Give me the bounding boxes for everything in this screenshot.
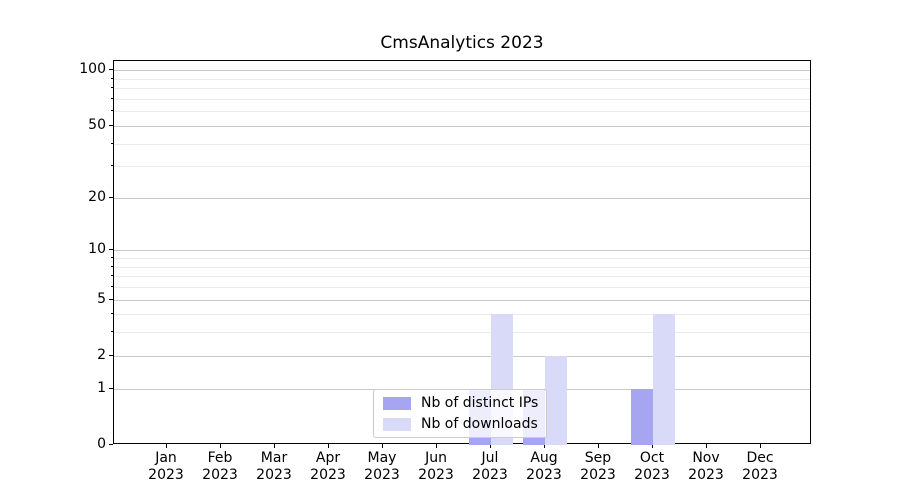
gridline-minor <box>114 111 810 113</box>
x-tick-mark <box>328 444 329 448</box>
gridline-minor <box>114 266 810 268</box>
gridline-major <box>114 299 810 301</box>
x-axis-tick-label: Jul 2023 <box>472 450 508 483</box>
x-tick-mark <box>382 444 383 448</box>
x-axis-tick-label: Oct 2023 <box>634 450 670 483</box>
gridline-major <box>114 197 810 199</box>
y-tick-mark <box>109 124 113 126</box>
y-tick-mark <box>109 298 113 300</box>
y-axis-tick-label: 5 <box>97 290 106 307</box>
x-tick-mark <box>220 444 221 448</box>
x-tick-mark <box>598 444 599 448</box>
bar-distinct-ips <box>631 388 653 445</box>
legend-swatch-distinct-ips <box>383 396 411 410</box>
y-axis-tick-label: 50 <box>88 116 106 133</box>
y-tick-mark <box>109 69 113 71</box>
bar-downloads <box>545 355 567 445</box>
x-tick-mark <box>166 444 167 448</box>
gridline-minor <box>114 98 810 100</box>
x-tick-mark <box>436 444 437 448</box>
legend-swatch-downloads <box>383 417 411 431</box>
y-axis-tick-label: 0 <box>97 436 106 452</box>
gridline-minor <box>114 276 810 278</box>
x-axis-tick-label: Apr 2023 <box>310 450 346 483</box>
y-tick-mark <box>109 196 113 198</box>
x-axis-tick-label: Dec 2023 <box>742 450 778 483</box>
x-tick-mark <box>760 444 761 448</box>
gridline-minor <box>114 258 810 259</box>
x-axis-tick-label: Mar 2023 <box>256 450 292 483</box>
x-tick-mark <box>652 444 653 448</box>
plot-area <box>113 60 811 445</box>
y-tick-mark-minor <box>111 286 113 287</box>
gridline-minor <box>114 166 810 168</box>
y-tick-mark-minor <box>111 257 113 258</box>
x-axis-tick-label: May 2023 <box>364 450 400 483</box>
gridline-minor <box>114 332 810 334</box>
x-tick-mark <box>274 444 275 448</box>
bar-layer <box>114 61 810 445</box>
y-tick-mark-minor <box>111 110 113 112</box>
legend-item: Nb of downloads <box>383 416 538 432</box>
bar-downloads <box>653 314 675 445</box>
legend-label: Nb of distinct IPs <box>421 395 539 411</box>
y-tick-mark-minor <box>111 275 113 277</box>
y-axis-tick-label: 2 <box>97 346 106 363</box>
gridline-major <box>114 355 810 357</box>
x-axis-tick-label: Jan 2023 <box>148 450 184 483</box>
chart-title: CmsAnalytics 2023 <box>380 33 544 53</box>
legend: Nb of distinct IPs Nb of downloads <box>373 389 547 438</box>
gridline-minor <box>114 143 810 145</box>
x-tick-mark <box>706 444 707 448</box>
y-axis-tick-label: 100 <box>79 61 106 78</box>
y-tick-mark-minor <box>111 313 113 315</box>
legend-label: Nb of downloads <box>421 416 538 432</box>
y-tick-mark <box>109 354 113 356</box>
y-tick-mark-minor <box>111 142 113 144</box>
y-tick-mark-minor <box>111 87 113 89</box>
y-tick-mark-minor <box>111 165 113 167</box>
y-tick-mark <box>109 444 113 445</box>
y-tick-mark-minor <box>111 265 113 267</box>
gridline-major <box>114 250 810 252</box>
x-axis-tick-label: Feb 2023 <box>202 450 238 483</box>
y-tick-mark-minor <box>111 97 113 99</box>
gridline-minor <box>114 287 810 288</box>
y-tick-mark <box>109 249 113 251</box>
y-axis-tick-label: 20 <box>88 188 106 205</box>
x-tick-mark <box>544 444 545 448</box>
y-axis-tick-label: 1 <box>97 379 106 396</box>
gridline-major <box>114 70 810 72</box>
legend-item: Nb of distinct IPs <box>383 395 539 411</box>
y-tick-mark <box>109 387 113 389</box>
y-tick-mark-minor <box>111 331 113 333</box>
x-axis-tick-label: Aug 2023 <box>526 450 562 483</box>
gridline-minor <box>114 314 810 316</box>
y-axis-tick-label: 10 <box>88 241 106 258</box>
x-axis-tick-label: Sep 2023 <box>580 450 616 483</box>
x-axis-tick-label: Nov 2023 <box>688 450 724 483</box>
gridline-minor <box>114 88 810 90</box>
gridline-major <box>114 125 810 127</box>
gridline-minor <box>114 78 810 80</box>
x-axis-tick-label: Jun 2023 <box>418 450 454 483</box>
x-tick-mark <box>490 444 491 448</box>
y-tick-mark-minor <box>111 77 113 79</box>
